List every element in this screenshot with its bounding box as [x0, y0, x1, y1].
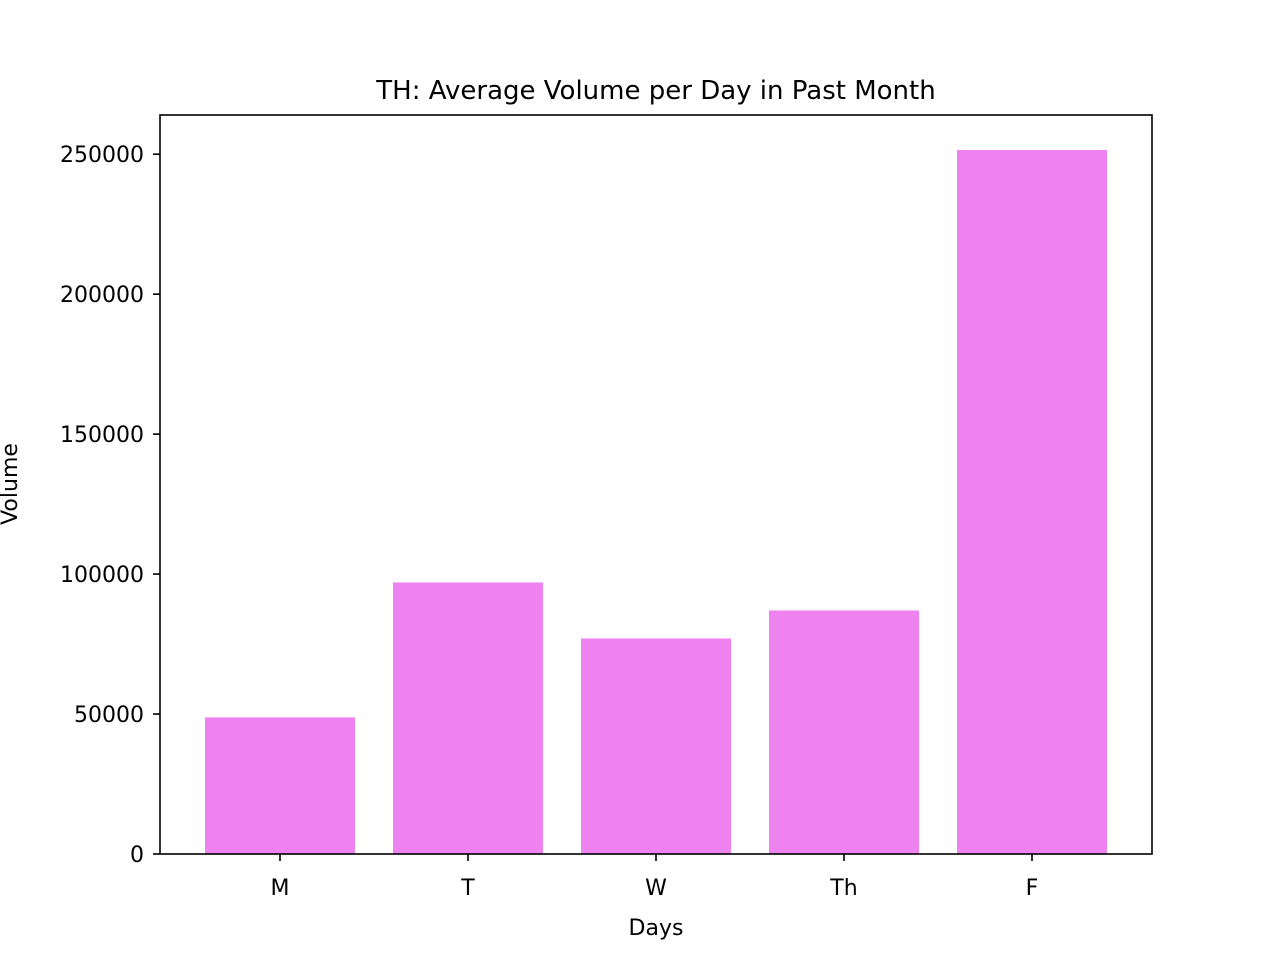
y-tick-label: 0	[130, 843, 144, 868]
bar-m	[205, 717, 355, 854]
x-tick-label: M	[271, 876, 290, 901]
x-tick-label: F	[1026, 876, 1039, 901]
bar-t	[393, 582, 543, 854]
x-axis-label: Days	[629, 916, 684, 941]
y-tick-label: 150000	[60, 423, 144, 448]
plot-frame	[159, 114, 1153, 855]
y-axis-ticks: 0 50000 100000 150000 200000 250000	[60, 143, 160, 868]
y-tick-label: 200000	[60, 283, 144, 308]
chart-title: TH: Average Volume per Day in Past Month	[375, 76, 935, 106]
x-tick-label: W	[645, 876, 667, 901]
y-tick-label: 100000	[60, 563, 144, 588]
bar-f	[957, 149, 1107, 854]
y-tick-label: 50000	[74, 703, 144, 728]
y-axis-label: Volume	[0, 443, 23, 525]
y-tick-label: 250000	[60, 143, 144, 168]
x-axis-ticks: M T W Th F	[271, 854, 1039, 901]
bar-w	[581, 638, 731, 854]
x-tick-label: Th	[829, 876, 857, 901]
bar-th	[769, 610, 919, 854]
bars-layer	[205, 149, 1107, 854]
x-tick-label: T	[460, 876, 475, 901]
